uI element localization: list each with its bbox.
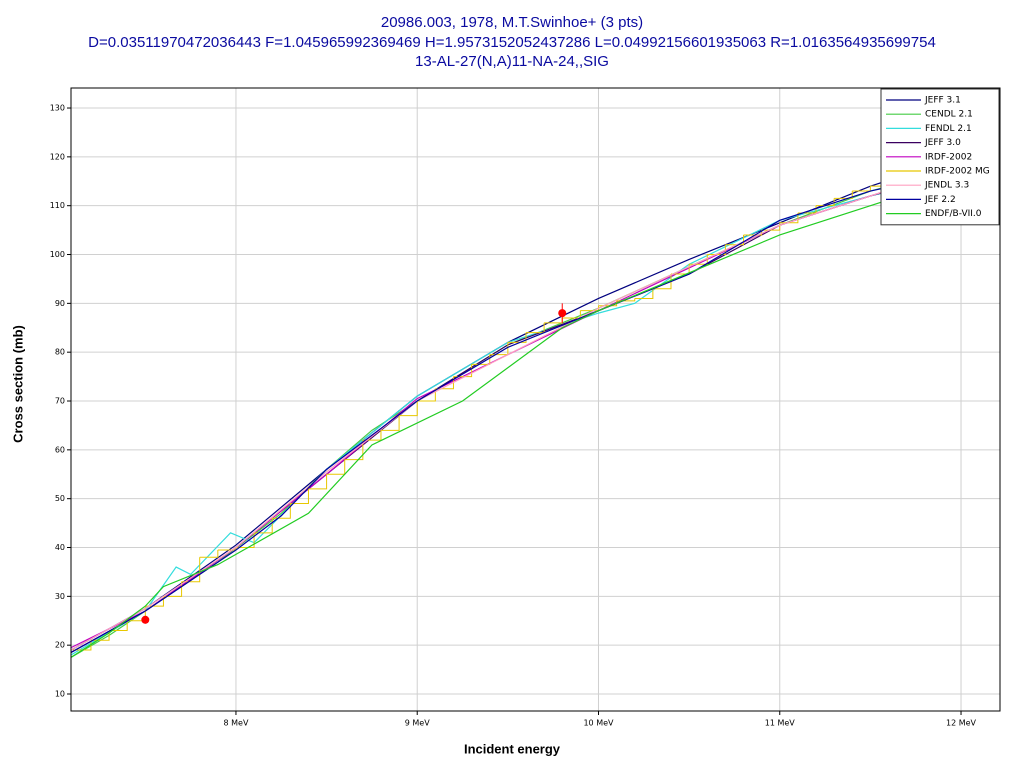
step (181, 557, 201, 583)
x-tick-label: 11 MeV (765, 719, 796, 728)
step (834, 191, 853, 199)
y-tick-label: 20 (55, 641, 65, 650)
x-tick-label: 8 MeV (223, 719, 248, 728)
y-tick-label: 50 (55, 494, 65, 503)
step (199, 549, 219, 558)
plot-area (71, 88, 1000, 711)
step (507, 332, 527, 343)
legend-label: JEF 2.2 (924, 195, 956, 205)
legend-label: FENDL 2.1 (925, 124, 972, 134)
legend-label: JENDL 3.3 (924, 181, 969, 191)
y-axis-label: Cross section (mb) (10, 325, 25, 443)
step (308, 474, 328, 490)
y-tick-label: 30 (55, 592, 65, 601)
chart-title: 20986.003, 1978, M.T.Swinhoe+ (3 pts) (381, 14, 643, 31)
legend-label: ENDF/B-VII.0 (925, 209, 982, 219)
legend-label: IRDF-2002 MG (925, 167, 990, 177)
x-tick-label: 10 MeV (583, 719, 614, 728)
series-line (71, 161, 1000, 654)
step (652, 274, 672, 290)
step (634, 288, 654, 299)
series-line (71, 166, 1000, 658)
y-tick-label: 110 (50, 201, 65, 210)
y-tick-label: 130 (50, 104, 65, 113)
y-tick-label: 60 (55, 445, 65, 454)
y-tick-label: 70 (55, 397, 65, 406)
legend-label: CENDL 2.1 (925, 110, 973, 120)
step (399, 401, 418, 417)
plot-border (70, 87, 1001, 712)
step (72, 640, 92, 651)
chart-subtitle: D=0.03511970472036443 F=1.04596599236946… (88, 34, 936, 51)
series-group (71, 141, 1000, 658)
step (344, 440, 364, 461)
data-point (141, 615, 150, 624)
y-tick-label: 10 (55, 690, 65, 699)
step (290, 488, 309, 505)
y-tick-label: 40 (55, 543, 65, 552)
step (816, 198, 835, 207)
x-tick-label: 9 MeV (405, 719, 430, 728)
step (235, 532, 255, 549)
step (109, 620, 128, 632)
step (380, 415, 400, 431)
y-tick-label: 80 (55, 348, 65, 357)
chart-subtitle: 13-AL-27(N,A)11-NA-24,,SIG (415, 53, 609, 70)
x-tick-label: 12 MeV (946, 719, 977, 728)
y-tick-label: 120 (50, 152, 65, 161)
step (725, 234, 745, 246)
step (707, 244, 726, 256)
data-point (558, 309, 567, 318)
x-axis-label: Incident energy (464, 741, 561, 756)
legend-label: IRDF-2002 (925, 152, 972, 162)
legend-label: JEFF 3.1 (924, 96, 961, 106)
y-tick-label: 90 (55, 299, 65, 308)
legend-label: JEFF 3.0 (924, 138, 961, 148)
step (145, 596, 164, 607)
y-tick-label: 100 (50, 250, 65, 259)
step (417, 388, 436, 402)
